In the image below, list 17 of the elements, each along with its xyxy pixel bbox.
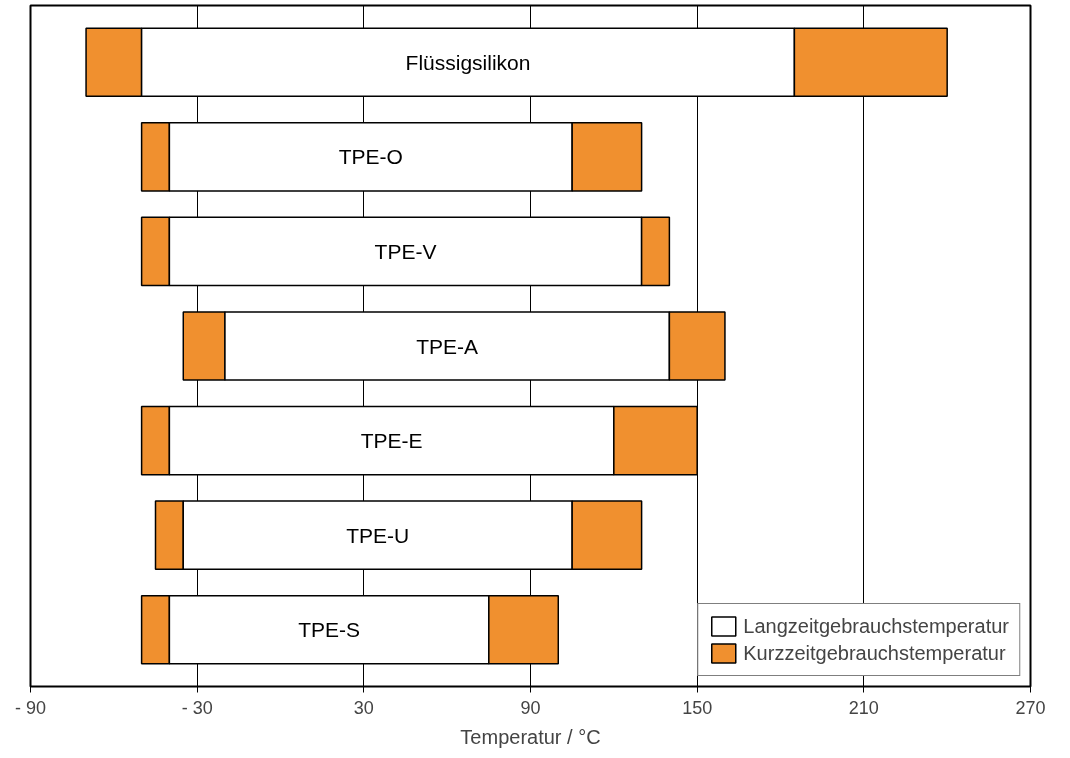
y-tick-label: TPE-S [298,618,361,642]
x-axis-title: Temperatur / °C [460,725,601,748]
y-tick-label: TPE-V [374,239,437,263]
x-tick-label: 90 [520,697,541,718]
y-tick-label: TPE-A [416,334,479,358]
y-tick-label: Flüssigsilikon [405,50,531,74]
x-tick-label: 270 [1015,697,1046,718]
x-tick-label: 150 [682,697,713,718]
legend-label: Langzeitgebrauchstemperatur [743,614,1009,638]
x-tick-label: 30 [353,697,374,718]
y-tick-label: TPE-O [338,145,403,169]
x-tick-label: - 30 [181,697,213,718]
legend-label: Kurzzeitgebrauchstemperatur [743,641,1006,665]
y-tick-label: TPE-U [346,523,410,547]
y-tick-label: TPE-E [360,429,423,453]
x-tick-label: 210 [848,697,879,718]
x-tick-label: - 90 [14,697,47,718]
